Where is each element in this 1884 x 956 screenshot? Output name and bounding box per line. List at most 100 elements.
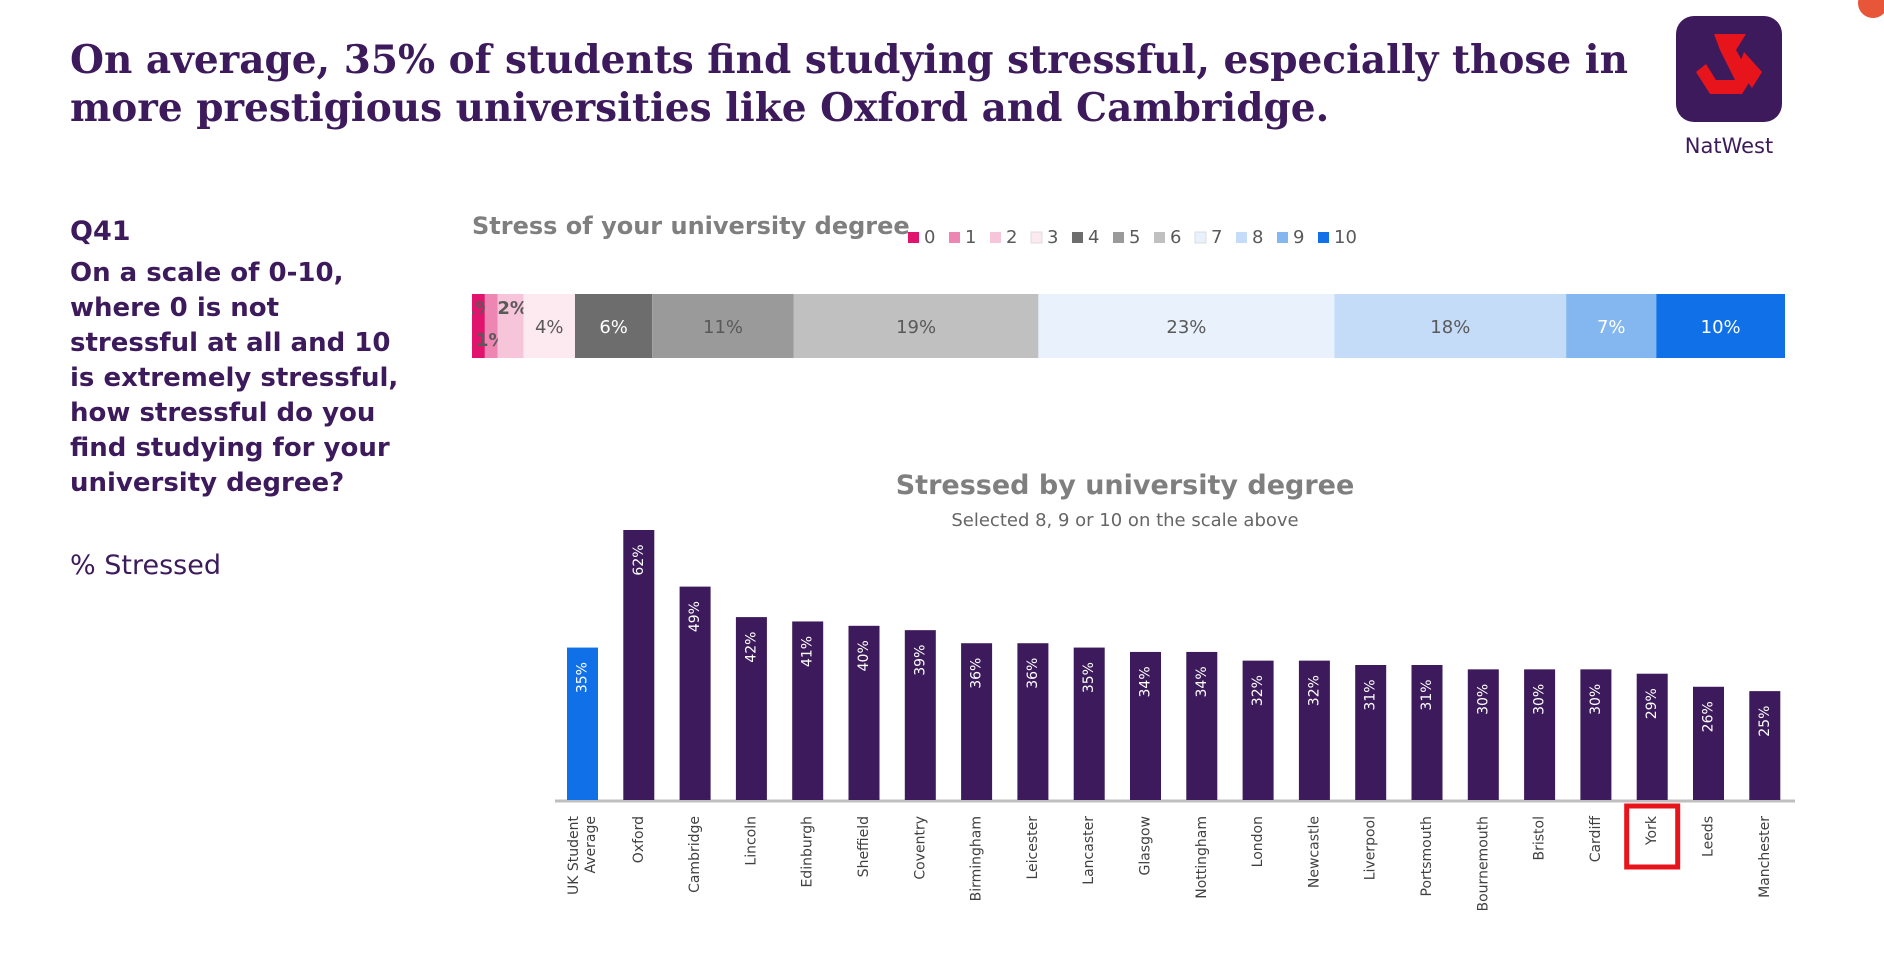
category-label: Cardiff (1588, 816, 1604, 863)
legend-label: 0 (924, 227, 935, 248)
bar-value-label: 36% (1025, 658, 1041, 689)
legend-item-1: 1 (949, 227, 976, 248)
legend-item-8: 8 (1236, 227, 1263, 248)
segment-8: 18% (1334, 294, 1567, 358)
bar-rect (567, 647, 598, 800)
highlight-box (1624, 803, 1681, 870)
bar-value-label: 31% (1363, 679, 1379, 710)
segment-label: 19% (896, 317, 936, 338)
segment-10: 10% (1656, 294, 1785, 358)
legend-item-10: 10 (1318, 227, 1357, 248)
bar-value-label: 30% (1532, 684, 1548, 715)
bar-cardiff: 30% Cardiff (1580, 669, 1612, 863)
category-label: Nottingham (1194, 816, 1210, 899)
segment-label: 23% (1166, 317, 1206, 338)
legend-swatch (949, 232, 960, 243)
segment-label: 18% (1430, 317, 1470, 338)
legend-swatch (1113, 232, 1124, 243)
bar-manchester: 25% Manchester (1749, 691, 1781, 898)
headline: On average, 35% of students find studyin… (70, 37, 1628, 131)
segment-label: 6% (599, 317, 628, 338)
segment-3: 4% (523, 294, 575, 358)
category-label: Glasgow (1138, 816, 1154, 876)
category-label: Lancaster (1081, 816, 1097, 885)
bar-rect (679, 586, 711, 800)
bar-value-label: 41% (800, 636, 816, 667)
legend-item-3: 3 (1030, 227, 1058, 248)
segment-6: 19% (793, 294, 1039, 358)
legend-label: 8 (1252, 227, 1263, 248)
bar-rect (961, 643, 993, 800)
legend-item-9: 9 (1277, 227, 1304, 248)
bar-edinburgh: 41% Edinburgh (792, 621, 824, 888)
bar-bristol: 30% Bristol (1524, 669, 1556, 861)
bar-portsmouth: 31% Portsmouth (1411, 665, 1443, 897)
measure-label: % Stressed (70, 550, 221, 581)
segment-bar (523, 294, 575, 358)
bar-value-label: 34% (1194, 666, 1210, 697)
bar-rect (735, 617, 767, 800)
bar-coventry: 39% Coventry (904, 630, 936, 880)
browser-edge-badge (1858, 0, 1884, 18)
bar-rect (1298, 660, 1330, 800)
legend-label: 7 (1211, 227, 1222, 248)
legend-label: 2 (1006, 227, 1017, 248)
legend-item-2: 2 (990, 227, 1017, 248)
segment-bar (472, 294, 485, 358)
legend-label: 4 (1088, 227, 1099, 248)
bar-nottingham: 34% Nottingham (1186, 651, 1218, 899)
category-label: Average (583, 816, 599, 874)
bar-value-label: 62% (631, 544, 647, 575)
brand-name: NatWest (1684, 134, 1774, 158)
bar-lincoln: 42% Lincoln (735, 617, 767, 866)
segment-label: 7% (1597, 317, 1626, 338)
bar-london: 32% London (1242, 660, 1274, 867)
bar-leicester: 36% Leicester (1017, 643, 1049, 880)
category-label: Coventry (912, 816, 928, 880)
segment-bar (1334, 294, 1567, 358)
bar-value-label: 32% (1250, 675, 1266, 706)
category-label: Cambridge (687, 816, 703, 893)
bar-rect (848, 625, 880, 800)
segment-bar (1038, 294, 1335, 358)
bar-value-label: 30% (1588, 684, 1604, 715)
bar-value-label: 39% (912, 645, 928, 676)
bar-york: 29% York (1624, 673, 1681, 870)
segment-5: 11% (652, 294, 794, 358)
legend-item-6: 6 (1154, 227, 1181, 248)
natwest-logo (1676, 16, 1782, 122)
legend-swatch (1154, 232, 1165, 243)
question-text: On a scale of 0-10, where 0 is not stres… (70, 258, 399, 498)
category-label: Birmingham (969, 816, 985, 901)
segment-bar (1656, 294, 1785, 358)
bar-value-label: 26% (1701, 701, 1717, 732)
bar-lancaster: 35% Lancaster (1073, 647, 1105, 885)
bar-rect (1411, 665, 1443, 800)
bar-uk-student-average: 35% UK Student Average (566, 647, 599, 895)
legend-swatch (1318, 232, 1329, 243)
bar-value-label: 35% (575, 662, 591, 693)
category-label: York (1644, 815, 1660, 846)
bar-chart-title: Stressed by university degree (895, 470, 1355, 501)
bar-bournemouth: 30% Bournemouth (1467, 669, 1499, 910)
bar-rect (1580, 669, 1612, 800)
bar-value-label: 36% (969, 658, 985, 689)
segment-label: 4% (535, 317, 564, 338)
bar-rect (1130, 651, 1161, 800)
bar-rect (904, 630, 936, 800)
segment-label: 11% (703, 317, 743, 338)
segment-bar (652, 294, 794, 358)
segment-7: 23% (1038, 294, 1335, 358)
bar-value-label: 32% (1306, 675, 1322, 706)
bar-leeds: 26% Leeds (1693, 686, 1724, 857)
segment-label: 2% (497, 298, 528, 319)
legend-item-5: 5 (1113, 227, 1140, 248)
category-label: Edinburgh (800, 816, 816, 888)
bar-sheffield: 40% Sheffield (848, 625, 880, 877)
bar-rect (1186, 651, 1218, 800)
legend-label: 3 (1047, 227, 1058, 248)
category-label: Portsmouth (1419, 816, 1435, 897)
segment-bar (1566, 294, 1657, 358)
segment-4: 6% (574, 294, 653, 358)
segment-bar (574, 294, 653, 358)
